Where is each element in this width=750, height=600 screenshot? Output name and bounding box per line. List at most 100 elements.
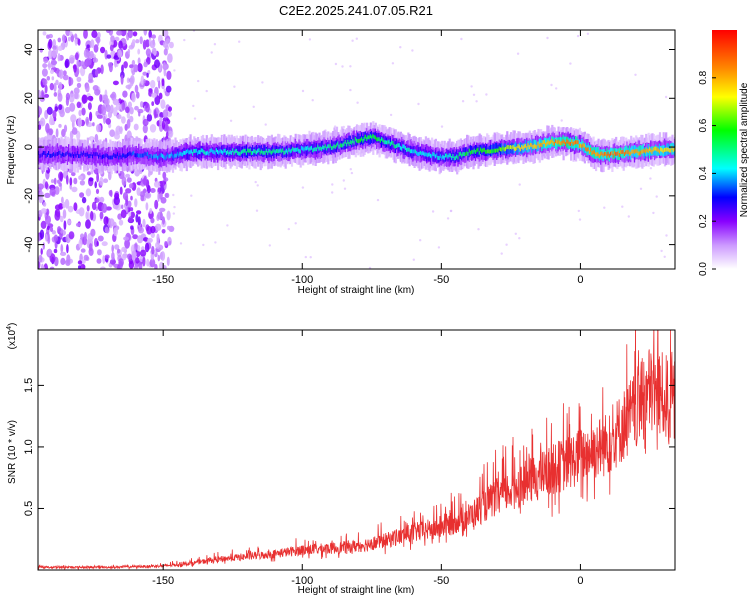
noise-blob (127, 48, 131, 55)
noise-dot (664, 95, 668, 99)
ridge-cell (235, 148, 238, 153)
snr-scale-label: (x10 (7, 329, 18, 349)
noise-blob (142, 218, 146, 228)
ridge-cell (433, 152, 436, 157)
ridge-cell (512, 143, 515, 155)
noise-blob (125, 84, 132, 90)
noise-blob (76, 76, 82, 82)
ridge-cell (45, 154, 48, 158)
noise-dot (437, 246, 441, 249)
ridge-cell (203, 150, 206, 154)
noise-blob (108, 218, 115, 227)
noise-blob (64, 60, 69, 69)
noise-blob (121, 204, 124, 210)
ridge-cell (482, 148, 485, 153)
noise-dot (546, 36, 549, 40)
ridge-cell (345, 142, 349, 147)
ridge-cell (54, 153, 57, 158)
ridge-cell (656, 147, 659, 152)
noise-blob (64, 106, 71, 114)
ridge-cell (573, 140, 576, 145)
ridge-cell (566, 139, 569, 144)
ridge-cell (337, 141, 340, 146)
noise-blob (83, 254, 89, 261)
noise-blob (150, 232, 155, 238)
ridge-cell (165, 154, 168, 159)
ridge-cell (320, 147, 324, 151)
noise-blob (115, 125, 122, 135)
noise-blob (138, 261, 143, 269)
ridge-cell (508, 145, 511, 155)
ridge-cell (532, 145, 535, 149)
ridge-cell (222, 150, 225, 155)
noise-blob (94, 69, 99, 77)
noise-blob (125, 173, 131, 178)
noise-dot (419, 239, 422, 242)
noise-blob (46, 76, 50, 81)
ridge-cell (115, 154, 118, 159)
ridge-cell (606, 153, 609, 158)
ridge-cell (386, 140, 389, 145)
noise-blob (163, 48, 168, 56)
noise-blob (134, 242, 138, 250)
ridge-cell (279, 148, 282, 153)
noise-blob (106, 104, 111, 113)
ridge-cell (319, 146, 322, 151)
ridge-cell (484, 149, 488, 154)
ridge-cell (114, 154, 117, 158)
noise-blob (79, 180, 85, 186)
noise-dot (550, 83, 553, 87)
noise-dot (193, 117, 197, 120)
ridge-cell (427, 153, 430, 158)
ridge-cell (458, 152, 461, 157)
noise-blob (113, 227, 118, 237)
ridge-cell (630, 151, 633, 156)
ridge-cell (270, 150, 273, 155)
noise-blob (105, 118, 112, 125)
ridge-cell (668, 148, 672, 153)
noise-blob (121, 64, 124, 73)
ridge-cell (429, 153, 432, 158)
noise-blob (103, 216, 109, 226)
ridge-cell (540, 138, 543, 147)
ridge-cell (45, 146, 48, 159)
ridge-cell (605, 151, 608, 156)
ridge-cell (76, 151, 79, 156)
noise-dot (343, 187, 347, 190)
noise-blob (134, 264, 138, 269)
ridge-cell (563, 140, 566, 145)
figure-title: C2E2.2025.241.07.05.R21 (279, 3, 433, 18)
ridge-cell (437, 155, 440, 160)
ridge-cell (494, 148, 498, 153)
ridge-cell (381, 136, 384, 148)
noise-blob (87, 95, 94, 101)
noise-blob (40, 265, 45, 269)
ridge-cell (506, 145, 509, 150)
ridge-cell (602, 153, 605, 158)
noise-dot (309, 256, 312, 259)
ridge-cell (398, 143, 401, 148)
noise-blob (53, 234, 59, 242)
noise-blob (137, 63, 143, 73)
ridge-cell (647, 149, 650, 153)
noise-blob (66, 175, 69, 185)
noise-blob (48, 38, 53, 49)
noise-dot (576, 34, 580, 38)
noise-blob (81, 60, 84, 66)
ridge-cell (170, 152, 173, 157)
noise-dot (376, 198, 380, 202)
noise-blob (38, 183, 44, 190)
noise-blob (99, 94, 103, 103)
noise-dot (577, 209, 580, 213)
noise-blob (168, 41, 174, 49)
ridge-cell (477, 147, 480, 157)
ridge-cell (185, 149, 188, 154)
ridge-cell (586, 147, 589, 152)
noise-dot (652, 211, 655, 215)
ridge-cell (538, 143, 541, 148)
ridge-cell (416, 151, 419, 155)
ridge-cell (285, 148, 288, 153)
noise-blob (60, 243, 63, 254)
noise-blob (67, 205, 74, 213)
ridge-cell (262, 150, 265, 155)
